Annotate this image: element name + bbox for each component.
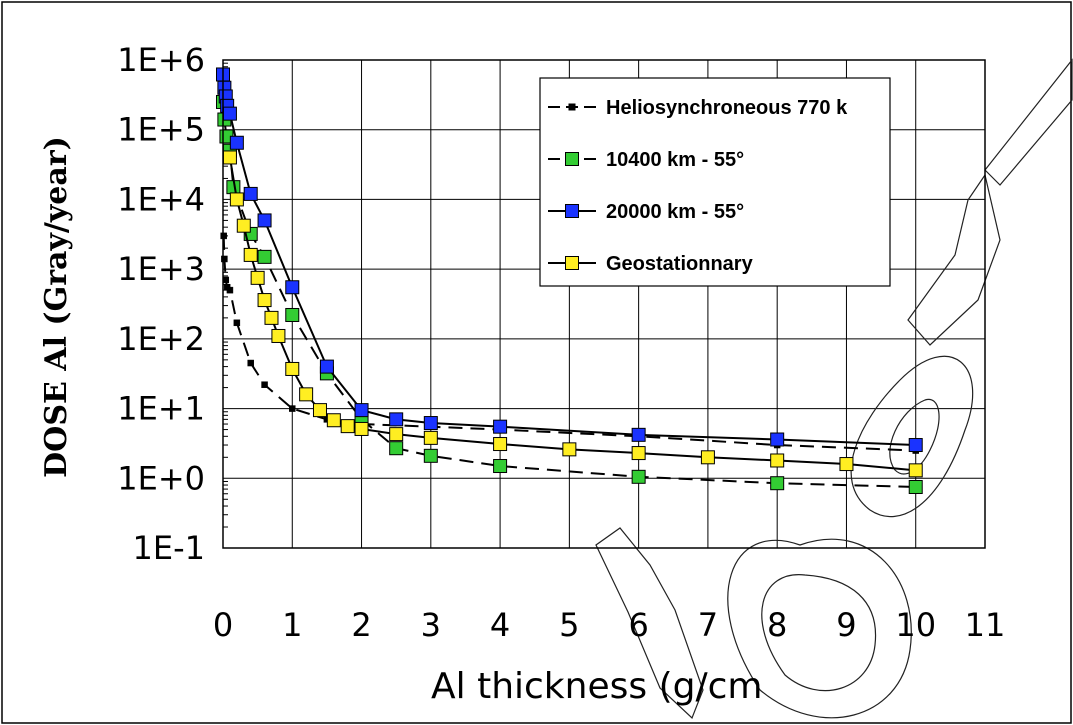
data-point (770, 453, 785, 468)
series-4 (222, 150, 923, 478)
y-tick-label: 1E+0 (117, 459, 205, 497)
data-point (257, 293, 272, 308)
data-point (770, 476, 785, 491)
data-point (326, 413, 341, 428)
plot-area (222, 59, 986, 549)
data-point (354, 421, 369, 436)
legend-marker (565, 256, 579, 270)
y-tick-label: 1E+6 (117, 41, 205, 79)
data-point (631, 469, 646, 484)
y-axis-ticks: 1E-1 1E+0 1E+1 1E+2 1E+3 1E+4 1E+5 1E+6 (117, 41, 205, 567)
data-point (389, 427, 404, 442)
y-tick-label: 1E+1 (117, 390, 205, 428)
series-line (222, 235, 916, 452)
data-point (289, 405, 296, 412)
legend-entries: Heliosynchroneous 770 k 10400 km - 55° 200… (548, 97, 848, 275)
data-point (493, 419, 508, 434)
data-point (423, 416, 438, 431)
data-point (229, 192, 244, 207)
data-point (908, 463, 923, 478)
data-point (229, 135, 244, 150)
x-tick-label: 2 (351, 606, 371, 644)
data-point (247, 359, 254, 367)
y-tick-label: 1E+2 (117, 320, 205, 358)
y-tick-label: 1E+5 (117, 111, 205, 149)
data-point (700, 450, 715, 465)
x-tick-label: 5 (559, 606, 579, 644)
data-point (423, 448, 438, 463)
watermark-stroke (984, 58, 1073, 186)
data-point (562, 442, 577, 457)
data-point (299, 387, 314, 402)
y-axis-label: DOSE Al (Gray/year) (39, 136, 74, 478)
data-point (221, 255, 228, 263)
x-tick-label: 9 (836, 606, 856, 644)
data-point (631, 446, 646, 461)
watermark-digit-0 (727, 538, 912, 719)
x-tick-label: 11 (965, 606, 1006, 644)
x-tick-label: 10 (895, 606, 936, 644)
data-point (257, 249, 272, 264)
y-tick-label: 1E-1 (133, 529, 205, 567)
legend-marker (568, 103, 576, 111)
data-point (423, 430, 438, 445)
data-point (271, 328, 286, 343)
x-axis-label: Al thickness (g/cm (431, 666, 762, 707)
data-point (243, 186, 258, 201)
legend-marker (565, 152, 579, 166)
x-axis-ticks: 0 1 2 3 4 5 6 7 8 9 10 11 (213, 606, 1006, 644)
data-point (493, 437, 508, 452)
legend-label: 20000 km - 55° (606, 201, 744, 223)
y-tick-label: 1E+3 (117, 250, 205, 288)
data-point (285, 361, 300, 376)
series-line (222, 101, 916, 488)
x-tick-label: 7 (698, 606, 718, 644)
x-tick-label: 6 (628, 606, 648, 644)
legend-label: 10400 km - 55° (606, 149, 744, 171)
data-point (222, 106, 237, 121)
data-point (770, 432, 785, 447)
y-tick-label: 1E+4 (117, 180, 205, 218)
data-point (908, 479, 923, 494)
watermark-digit-2 (595, 527, 704, 720)
legend-marker (565, 204, 579, 218)
legend-label: Heliosynchroneous 770 k (606, 97, 848, 119)
x-tick-label: 3 (421, 606, 441, 644)
data-point (389, 441, 404, 456)
data-point (261, 381, 268, 388)
legend: Heliosynchroneous 770 k 10400 km - 55° 200… (539, 77, 891, 287)
data-point (340, 419, 355, 434)
watermark-digit-5 (907, 173, 1001, 346)
data-point (908, 438, 923, 453)
data-point (312, 403, 327, 418)
x-tick-label: 8 (767, 606, 787, 644)
legend-box (539, 77, 891, 287)
data-point (233, 319, 241, 327)
x-tick-label: 0 (213, 606, 233, 644)
x-tick-label: 1 (282, 606, 302, 644)
data-point (236, 218, 251, 233)
data-point (493, 459, 508, 474)
data-point (839, 457, 854, 472)
data-point (389, 412, 404, 427)
data-point (250, 270, 265, 285)
data-point (257, 213, 272, 228)
data-point (319, 359, 334, 374)
data-point (631, 427, 646, 442)
data-point (264, 310, 279, 325)
data-point (222, 150, 237, 165)
data-point (285, 307, 300, 322)
data-point (243, 247, 258, 262)
data-point (226, 286, 234, 294)
x-tick-label: 4 (490, 606, 510, 644)
data-point (285, 280, 300, 295)
legend-label: Geostationnary (606, 253, 754, 275)
data-point (354, 403, 369, 418)
